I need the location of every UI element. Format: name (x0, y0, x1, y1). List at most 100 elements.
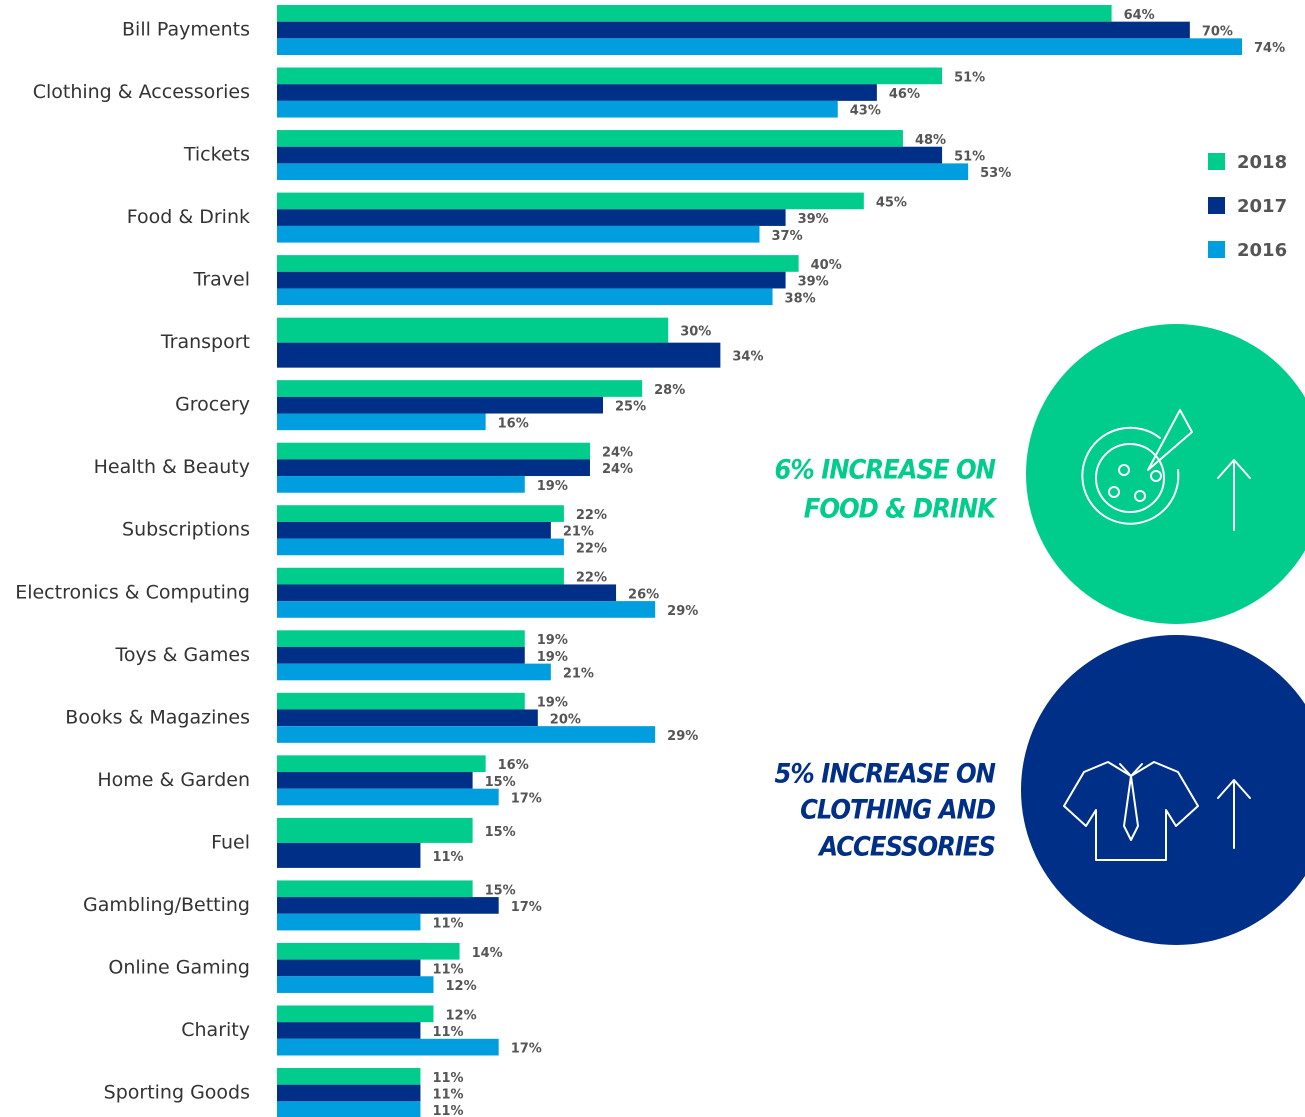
bar (277, 584, 617, 602)
value-label: 14% (472, 946, 503, 961)
value-label: 51% (954, 70, 985, 85)
category-label: Gambling/Betting (83, 894, 250, 916)
value-label: 30% (680, 325, 711, 340)
bar (277, 1101, 421, 1117)
value-label: 11% (432, 1071, 463, 1086)
bar (277, 567, 564, 585)
value-label: 24% (602, 446, 633, 461)
annotation: CLOTHING AND (800, 795, 996, 826)
value-label: 22% (576, 541, 607, 556)
value-label: 15% (485, 825, 516, 840)
value-label: 34% (732, 350, 763, 365)
annotation: 6% INCREASE ON (775, 455, 996, 486)
value-label: 28% (654, 383, 685, 398)
value-label: 20% (550, 712, 581, 727)
bar (277, 380, 643, 397)
category-label: Grocery (175, 394, 250, 416)
bar (277, 38, 1242, 55)
bar (277, 5, 1112, 22)
bar (277, 163, 969, 181)
bar (277, 342, 721, 368)
bar (277, 755, 486, 773)
value-label: 43% (850, 104, 881, 119)
value-label: 17% (511, 1042, 542, 1057)
value-label: 11% (432, 917, 463, 932)
clothing-circle (1021, 635, 1305, 945)
value-label: 11% (432, 1025, 463, 1040)
bar (277, 476, 525, 493)
value-label: 29% (667, 729, 698, 744)
bar (277, 100, 838, 118)
bar (277, 663, 551, 681)
value-label: 11% (432, 1088, 463, 1103)
category-label: Charity (181, 1019, 250, 1041)
legend-label: 2016 (1237, 240, 1287, 261)
value-label: 16% (498, 416, 529, 431)
bar (277, 21, 1190, 39)
value-label: 39% (798, 212, 829, 227)
category-label: Subscriptions (122, 519, 250, 541)
bar (277, 317, 669, 343)
value-label: 48% (915, 133, 946, 148)
shirt-icon (1063, 761, 1251, 861)
bar (277, 976, 434, 993)
bar (277, 1068, 421, 1085)
value-label: 17% (511, 900, 542, 915)
value-label: 29% (667, 604, 698, 619)
value-label: 21% (563, 525, 594, 540)
value-label: 40% (811, 258, 842, 273)
bar (277, 84, 877, 101)
value-label: 11% (432, 962, 463, 977)
value-label: 19% (537, 633, 568, 648)
bar (277, 413, 486, 431)
category-label: Online Gaming (108, 956, 250, 978)
category-label: Food & Drink (127, 206, 250, 228)
category-label: Transport (160, 331, 250, 353)
bar (277, 772, 473, 789)
bar (277, 209, 786, 226)
bar (277, 880, 473, 898)
value-label: 15% (485, 775, 516, 790)
category-label: Sporting Goods (104, 1082, 250, 1104)
bar (277, 630, 525, 647)
legend-swatch (1208, 197, 1225, 214)
value-label: 25% (615, 400, 646, 415)
bar (277, 1038, 499, 1056)
legend-label: 2017 (1237, 196, 1287, 217)
bar (277, 1084, 421, 1102)
value-label: 11% (432, 850, 463, 865)
value-label: 46% (889, 87, 920, 102)
category-label: Clothing & Accessories (33, 81, 250, 103)
value-label: 37% (772, 229, 803, 244)
legend-swatch (1208, 153, 1225, 170)
category-label: Fuel (211, 831, 250, 853)
bar (277, 709, 538, 727)
category-label: Toys & Games (114, 644, 250, 666)
value-label: 24% (602, 462, 633, 477)
value-label: 12% (445, 979, 476, 994)
value-label: 70% (1202, 25, 1233, 40)
value-label: 12% (445, 1008, 476, 1023)
value-label: 15% (485, 883, 516, 898)
value-label: 17% (511, 792, 542, 807)
bar (277, 601, 656, 618)
bar (277, 271, 786, 289)
bar (277, 442, 590, 460)
category-label: Tickets (183, 144, 250, 166)
bar (277, 1005, 434, 1023)
bar (277, 897, 499, 914)
bar (277, 521, 551, 539)
annotation: ACCESSORIES (817, 832, 995, 863)
bar (277, 225, 760, 243)
value-label: 19% (537, 650, 568, 665)
legend-swatch (1208, 241, 1225, 258)
value-label: 19% (537, 479, 568, 494)
bar (277, 942, 460, 960)
category-label: Electronics & Computing (15, 581, 250, 603)
bar (277, 817, 473, 843)
food-circle (1026, 324, 1305, 624)
pizza-icon (1081, 409, 1251, 531)
value-label: 74% (1254, 41, 1285, 56)
value-label: 11% (432, 1104, 463, 1117)
